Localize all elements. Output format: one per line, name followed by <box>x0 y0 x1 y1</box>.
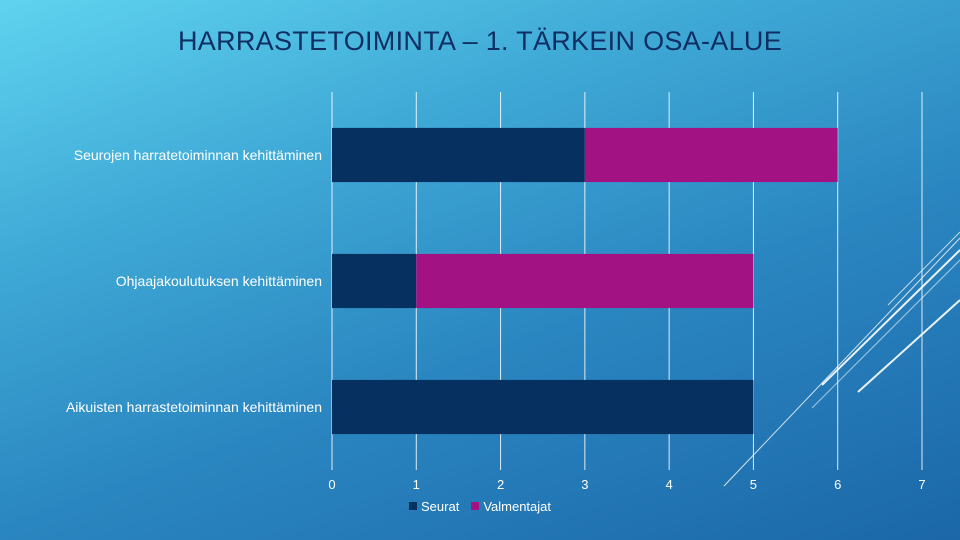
x-tick-label: 1 <box>413 477 420 492</box>
bars <box>332 127 838 435</box>
x-tick-labels: 0 1 2 3 4 5 6 7 <box>328 477 925 492</box>
category-label: Ohjaajakoulutuksen kehittäminen <box>116 273 322 289</box>
x-tick-label: 6 <box>834 477 841 492</box>
bar-valmentajat <box>584 127 838 183</box>
deco-line <box>857 299 960 393</box>
legend-label: Valmentajat <box>483 498 551 514</box>
x-tick-label: 4 <box>666 477 673 492</box>
legend-swatch <box>409 502 417 510</box>
legend-swatch <box>471 502 480 510</box>
category-label: Seurojen harratetoiminnan kehittäminen <box>74 147 322 163</box>
deco-line <box>811 259 960 409</box>
legend-label: Seurat <box>421 498 460 514</box>
x-tick-label: 5 <box>750 477 757 492</box>
slide-title: HARRASTETOIMINTA – 1. TÄRKEIN OSA-ALUE <box>177 26 783 56</box>
x-tick-label: 0 <box>328 477 335 492</box>
bar-seurat <box>332 253 417 309</box>
legend: Seurat Valmentajat <box>0 498 960 514</box>
category-labels: Seurojen harratetoiminnan kehittäminen Oh… <box>66 147 322 415</box>
x-tick-label: 7 <box>918 477 925 492</box>
legend-item: Seurat <box>409 499 459 514</box>
x-tick-label: 3 <box>581 477 588 492</box>
bar-valmentajat <box>416 253 754 309</box>
category-label: Aikuisten harrastetoiminnan kehittäminen <box>66 399 322 415</box>
bar-seurat <box>332 379 754 435</box>
legend-item: Valmentajat <box>471 499 551 514</box>
deco-line <box>887 231 960 306</box>
deco-line <box>821 249 960 386</box>
bar-seurat <box>332 127 585 183</box>
x-tick-label: 2 <box>497 477 504 492</box>
deco-line <box>723 237 960 487</box>
